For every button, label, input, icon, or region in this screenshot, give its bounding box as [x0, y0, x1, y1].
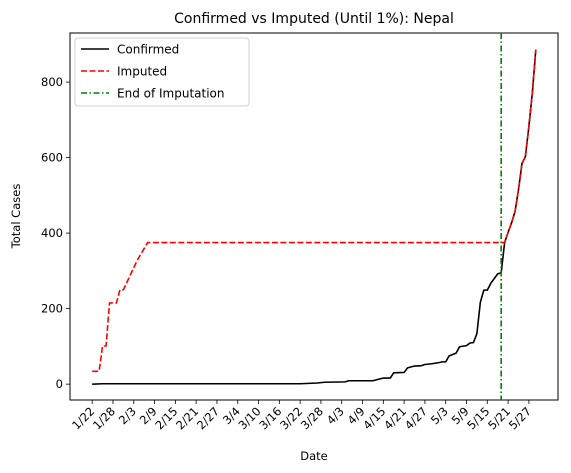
x-tick-label: 4/27 [402, 404, 430, 432]
x-axis-ticks: 1/221/282/32/92/152/212/273/43/103/163/2… [69, 400, 534, 432]
legend-label-imputed: Imputed [117, 65, 167, 79]
series-layer [92, 33, 537, 400]
legend-box [74, 37, 250, 107]
series-line-imputed [92, 49, 537, 373]
x-tick-label: 2/3 [116, 404, 139, 427]
x-tick-label: 1/28 [90, 404, 118, 432]
y-axis-ticks: 0 200 400 600 800 [41, 75, 70, 391]
y-tick-label: 800 [41, 75, 63, 89]
legend-label-end-of-imputation: End of Imputation [117, 87, 225, 101]
x-tick-label: 3/28 [298, 404, 326, 432]
plot-frame [69, 32, 559, 401]
x-tick-label: 5/3 [428, 404, 451, 427]
x-tick-label: 5/27 [506, 404, 534, 432]
y-tick-label: 200 [41, 302, 63, 316]
x-tick-label: 2/27 [194, 404, 222, 432]
y-tick-label: 600 [41, 151, 63, 165]
y-axis-label: Total Cases [9, 184, 23, 250]
y-tick-label: 400 [41, 226, 63, 240]
chart-title: Confirmed vs Imputed (Until 1%): Nepal [174, 11, 454, 27]
legend: Confirmed Imputed End of Imputation [74, 37, 250, 107]
legend-label-confirmed: Confirmed [117, 43, 179, 57]
x-axis-label: Date [300, 449, 328, 463]
y-tick-label: 0 [56, 377, 63, 391]
x-tick-label: 4/3 [324, 404, 347, 427]
